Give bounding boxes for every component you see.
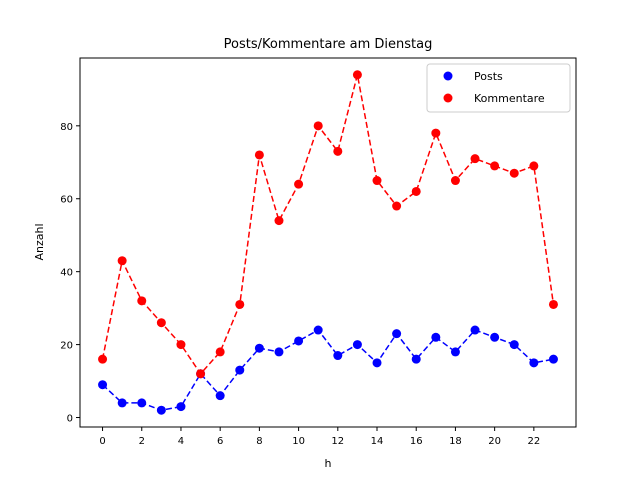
data-point-posts bbox=[392, 329, 402, 339]
data-point-kommentare bbox=[509, 168, 519, 178]
y-tick-label: 0 bbox=[67, 414, 73, 425]
legend: Posts Kommentare bbox=[426, 63, 571, 113]
data-point-kommentare bbox=[176, 340, 186, 350]
data-point-posts bbox=[431, 332, 441, 342]
x-tick-label: 8 bbox=[256, 436, 262, 447]
data-point-posts bbox=[98, 380, 108, 390]
data-point-posts bbox=[176, 402, 186, 412]
data-point-kommentare bbox=[254, 150, 264, 160]
x-tick-label: 14 bbox=[371, 436, 384, 447]
legend-marker-kommentare bbox=[443, 93, 453, 103]
data-point-posts bbox=[372, 358, 382, 368]
data-point-posts bbox=[235, 365, 245, 375]
data-point-kommentare bbox=[156, 318, 166, 328]
legend-box bbox=[426, 63, 571, 113]
legend-label-posts: Posts bbox=[474, 70, 503, 83]
data-point-posts bbox=[509, 340, 519, 350]
x-tick-label: 2 bbox=[139, 436, 145, 447]
data-point-posts bbox=[490, 332, 500, 342]
data-point-kommentare bbox=[117, 256, 127, 266]
data-point-kommentare bbox=[470, 154, 480, 164]
data-point-posts bbox=[294, 336, 304, 346]
data-point-posts bbox=[313, 325, 323, 335]
data-point-kommentare bbox=[196, 369, 206, 379]
data-point-kommentare bbox=[313, 121, 323, 131]
x-tick-label: 0 bbox=[99, 436, 105, 447]
data-point-kommentare bbox=[490, 161, 500, 171]
data-point-posts bbox=[254, 343, 264, 353]
y-axis-label: Anzahl bbox=[33, 223, 46, 260]
data-point-posts bbox=[529, 358, 539, 368]
data-point-kommentare bbox=[333, 146, 343, 156]
data-point-kommentare bbox=[450, 176, 460, 186]
data-point-kommentare bbox=[215, 347, 225, 357]
y-tick-label: 80 bbox=[60, 122, 73, 133]
plot-frame bbox=[79, 57, 577, 428]
data-point-posts bbox=[215, 391, 225, 401]
data-point-posts bbox=[274, 347, 284, 357]
x-tick-label: 16 bbox=[410, 436, 423, 447]
data-point-posts bbox=[411, 354, 421, 364]
series-line-kommentare bbox=[101, 74, 555, 375]
data-point-posts bbox=[117, 398, 127, 408]
data-point-posts bbox=[352, 340, 362, 350]
data-point-kommentare bbox=[372, 176, 382, 186]
series-line-posts bbox=[102, 329, 554, 412]
data-point-kommentare bbox=[352, 70, 362, 80]
y-tick-label: 60 bbox=[60, 195, 73, 206]
x-tick-label: 4 bbox=[178, 436, 184, 447]
data-point-kommentare bbox=[548, 299, 558, 309]
data-point-posts bbox=[548, 354, 558, 364]
y-axis: 0 20 40 60 80 bbox=[60, 122, 80, 425]
x-tick-label: 6 bbox=[217, 436, 223, 447]
x-tick-label: 18 bbox=[449, 436, 462, 447]
chart-title: Posts/Kommentare am Dienstag bbox=[224, 37, 433, 52]
x-tick-label: 10 bbox=[292, 436, 305, 447]
data-point-kommentare bbox=[235, 299, 245, 309]
data-point-kommentare bbox=[98, 354, 108, 364]
x-axis: 0 2 4 6 8 10 12 14 16 18 20 22 bbox=[99, 427, 540, 447]
data-point-posts bbox=[137, 398, 147, 408]
y-tick-label: 40 bbox=[60, 268, 73, 279]
y-tick-label: 20 bbox=[60, 341, 73, 352]
data-point-kommentare bbox=[411, 186, 421, 196]
data-point-kommentare bbox=[137, 296, 147, 306]
data-point-kommentare bbox=[392, 201, 402, 211]
data-point-kommentare bbox=[294, 179, 304, 189]
data-point-kommentare bbox=[274, 216, 284, 226]
data-point-posts bbox=[470, 325, 480, 335]
data-point-kommentare bbox=[529, 161, 539, 171]
data-point-kommentare bbox=[431, 128, 441, 138]
data-point-posts bbox=[450, 347, 460, 357]
legend-marker-posts bbox=[443, 71, 453, 81]
x-axis-label: h bbox=[325, 457, 332, 470]
x-tick-label: 12 bbox=[331, 436, 344, 447]
legend-label-kommentare: Kommentare bbox=[474, 92, 545, 105]
x-tick-label: 22 bbox=[527, 436, 540, 447]
x-tick-label: 20 bbox=[488, 436, 501, 447]
plot-layer bbox=[98, 70, 558, 415]
data-point-posts bbox=[156, 405, 166, 415]
data-point-posts bbox=[333, 351, 343, 361]
